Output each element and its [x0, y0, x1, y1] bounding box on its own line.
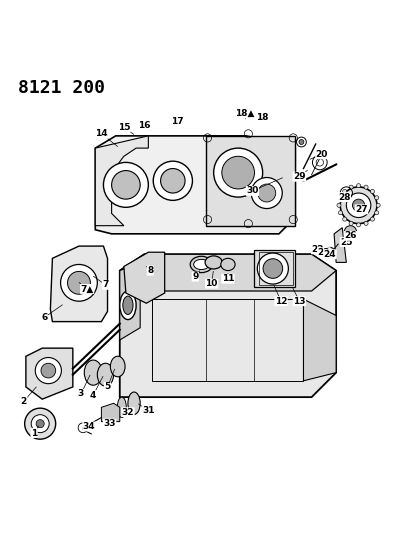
- Text: 9: 9: [192, 272, 199, 281]
- Text: 8: 8: [147, 266, 154, 275]
- Text: 25: 25: [340, 238, 353, 246]
- Circle shape: [214, 148, 263, 197]
- Circle shape: [325, 247, 335, 257]
- Text: 20: 20: [316, 150, 328, 159]
- Text: 6: 6: [41, 313, 47, 322]
- Polygon shape: [120, 254, 336, 397]
- Circle shape: [258, 184, 276, 202]
- Circle shape: [375, 211, 379, 215]
- Circle shape: [31, 415, 49, 433]
- Polygon shape: [120, 254, 336, 291]
- Text: 33: 33: [103, 419, 116, 428]
- Circle shape: [222, 156, 254, 189]
- Circle shape: [343, 189, 347, 193]
- Bar: [259, 252, 293, 285]
- Text: 2: 2: [21, 397, 27, 406]
- Polygon shape: [124, 252, 165, 303]
- Text: 26: 26: [344, 231, 357, 240]
- Circle shape: [370, 217, 374, 221]
- Polygon shape: [95, 136, 148, 225]
- Text: 1: 1: [31, 429, 37, 438]
- Circle shape: [104, 163, 148, 207]
- Circle shape: [364, 221, 368, 225]
- Circle shape: [356, 184, 360, 188]
- Ellipse shape: [123, 296, 133, 314]
- Circle shape: [263, 259, 283, 278]
- Text: 24: 24: [324, 250, 336, 259]
- Circle shape: [60, 264, 97, 301]
- Circle shape: [349, 185, 353, 189]
- Ellipse shape: [97, 364, 114, 386]
- Text: 34: 34: [83, 422, 95, 431]
- Circle shape: [346, 193, 371, 217]
- Circle shape: [112, 171, 140, 199]
- Polygon shape: [51, 246, 108, 321]
- Circle shape: [35, 358, 61, 384]
- Polygon shape: [102, 403, 120, 422]
- Ellipse shape: [84, 360, 102, 385]
- Text: 22: 22: [312, 245, 324, 254]
- Circle shape: [251, 177, 282, 208]
- Text: 28: 28: [338, 192, 351, 201]
- Text: 32: 32: [122, 408, 134, 417]
- Text: 18▲: 18▲: [235, 109, 254, 118]
- Circle shape: [343, 217, 347, 221]
- Ellipse shape: [120, 291, 136, 320]
- Circle shape: [41, 364, 55, 378]
- Text: 7▲: 7▲: [81, 285, 94, 294]
- Text: 23: 23: [318, 248, 330, 257]
- Text: 14: 14: [95, 130, 108, 139]
- Circle shape: [67, 271, 90, 294]
- Circle shape: [161, 168, 185, 193]
- Circle shape: [356, 223, 360, 227]
- Circle shape: [364, 185, 368, 189]
- Ellipse shape: [111, 356, 125, 377]
- Circle shape: [337, 203, 341, 207]
- Polygon shape: [254, 250, 296, 287]
- Circle shape: [344, 225, 356, 238]
- Polygon shape: [334, 228, 346, 262]
- Ellipse shape: [128, 392, 140, 415]
- Ellipse shape: [117, 397, 126, 417]
- Text: 30: 30: [246, 187, 259, 196]
- Ellipse shape: [194, 260, 209, 270]
- Text: 31: 31: [142, 406, 155, 415]
- Text: 7: 7: [102, 280, 109, 289]
- Text: 27: 27: [355, 205, 368, 214]
- Text: 3: 3: [78, 390, 84, 398]
- Text: 13: 13: [293, 297, 306, 306]
- Circle shape: [375, 196, 379, 200]
- Text: 5: 5: [104, 382, 111, 391]
- Text: 18: 18: [256, 113, 269, 122]
- Circle shape: [153, 161, 192, 200]
- Ellipse shape: [190, 256, 212, 272]
- Ellipse shape: [221, 259, 235, 271]
- Polygon shape: [120, 259, 152, 340]
- Polygon shape: [206, 136, 296, 225]
- Circle shape: [299, 140, 304, 144]
- Circle shape: [340, 187, 377, 224]
- Polygon shape: [95, 136, 296, 234]
- Text: 10: 10: [206, 279, 218, 288]
- Circle shape: [338, 211, 342, 215]
- Ellipse shape: [205, 256, 222, 269]
- Polygon shape: [303, 299, 336, 381]
- Circle shape: [376, 203, 380, 207]
- Text: 8121 200: 8121 200: [18, 79, 105, 96]
- Text: 12: 12: [275, 297, 287, 306]
- Text: 15: 15: [118, 123, 130, 132]
- Text: 11: 11: [222, 274, 234, 283]
- Text: 17: 17: [171, 117, 183, 126]
- Text: 4: 4: [90, 391, 97, 400]
- Text: 16: 16: [138, 121, 150, 130]
- Circle shape: [36, 419, 44, 428]
- Text: 29: 29: [293, 172, 306, 181]
- Circle shape: [257, 253, 289, 284]
- Polygon shape: [26, 348, 73, 399]
- Circle shape: [353, 199, 365, 212]
- Circle shape: [338, 196, 342, 200]
- Circle shape: [370, 189, 374, 193]
- Circle shape: [349, 221, 353, 225]
- Circle shape: [25, 408, 55, 439]
